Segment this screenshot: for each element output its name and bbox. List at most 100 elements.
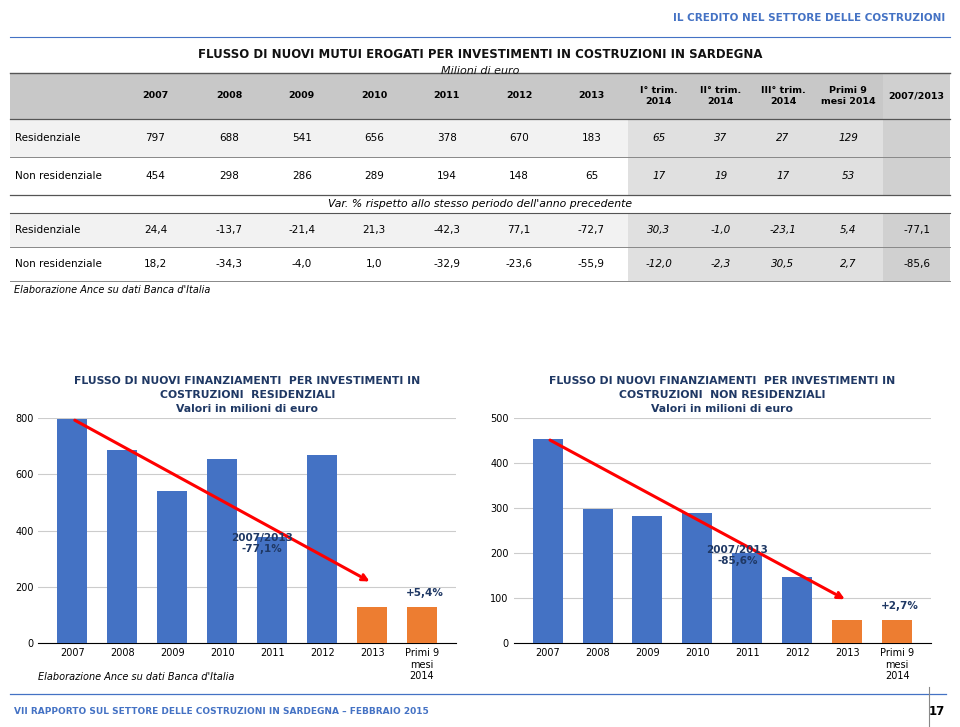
Text: Milioni di euro: Milioni di euro — [441, 65, 519, 76]
Text: -23,6: -23,6 — [506, 259, 533, 269]
Text: -1,0: -1,0 — [710, 225, 731, 235]
Text: -4,0: -4,0 — [292, 259, 312, 269]
Bar — [157, 491, 187, 643]
Bar — [257, 537, 287, 643]
Text: 2,7: 2,7 — [840, 259, 856, 269]
Title: FLUSSO DI NUOVI FINANZIAMENTI  PER INVESTIMENTI IN
COSTRUZIONI  NON RESIDENZIALI: FLUSSO DI NUOVI FINANZIAMENTI PER INVEST… — [549, 377, 896, 414]
Text: -12,0: -12,0 — [645, 259, 672, 269]
Text: 2007: 2007 — [142, 92, 169, 100]
Text: 541: 541 — [292, 133, 312, 142]
Text: I° trim.
2014: I° trim. 2014 — [640, 87, 678, 105]
Bar — [10, 246, 628, 281]
Bar — [628, 119, 882, 157]
Text: 5,4: 5,4 — [840, 225, 856, 235]
Bar — [58, 419, 87, 643]
Bar — [782, 577, 812, 643]
Text: 77,1: 77,1 — [508, 225, 531, 235]
Text: Var. % rispetto allo stesso periodo dell'anno precedente: Var. % rispetto allo stesso periodo dell… — [328, 199, 632, 209]
Text: VII RAPPORTO SUL SETTORE DELLE COSTRUZIONI IN SARDEGNA – FEBBRAIO 2015: VII RAPPORTO SUL SETTORE DELLE COSTRUZIO… — [14, 707, 429, 716]
Text: 2012: 2012 — [506, 92, 532, 100]
Text: 2009: 2009 — [289, 92, 315, 100]
Bar — [207, 459, 237, 643]
Text: 2007/2013
-85,6%: 2007/2013 -85,6% — [707, 545, 768, 566]
Text: -2,3: -2,3 — [710, 259, 731, 269]
Bar — [108, 449, 137, 643]
Bar — [882, 157, 950, 196]
Text: -85,6: -85,6 — [903, 259, 930, 269]
Text: II° trim.
2014: II° trim. 2014 — [700, 87, 741, 105]
Text: 21,3: 21,3 — [363, 225, 386, 235]
Text: +2,7%: +2,7% — [880, 601, 919, 611]
Bar — [10, 73, 628, 119]
Text: -13,7: -13,7 — [216, 225, 243, 235]
Bar — [628, 157, 882, 196]
Text: 688: 688 — [219, 133, 239, 142]
Text: 2011: 2011 — [433, 92, 460, 100]
Text: 797: 797 — [146, 133, 165, 142]
Bar — [882, 246, 950, 281]
Text: 656: 656 — [364, 133, 384, 142]
Text: 2008: 2008 — [216, 92, 243, 100]
Text: 289: 289 — [364, 171, 384, 181]
Bar — [832, 638, 862, 643]
Text: 148: 148 — [509, 171, 529, 181]
Text: 2007/2013: 2007/2013 — [889, 92, 945, 100]
Text: 1,0: 1,0 — [366, 259, 382, 269]
Bar — [633, 516, 662, 643]
Text: IL CREDITO NEL SETTORE DELLE COSTRUZIONI: IL CREDITO NEL SETTORE DELLE COSTRUZIONI — [673, 13, 946, 23]
Text: 2013: 2013 — [578, 92, 605, 100]
Bar — [357, 628, 387, 643]
Text: 378: 378 — [437, 133, 457, 142]
Text: Residenziale: Residenziale — [15, 225, 81, 235]
Text: 65: 65 — [652, 133, 665, 142]
Text: Non residenziale: Non residenziale — [15, 171, 102, 181]
Bar — [882, 213, 950, 246]
Text: Elaborazione Ance su dati Banca d'Italia: Elaborazione Ance su dati Banca d'Italia — [38, 672, 235, 683]
Text: 65: 65 — [585, 171, 598, 181]
Bar — [628, 246, 882, 281]
Text: 37: 37 — [714, 133, 728, 142]
Bar — [10, 157, 628, 196]
Text: 18,2: 18,2 — [144, 259, 167, 269]
Text: 53: 53 — [842, 171, 855, 181]
Text: FLUSSO DI NUOVI MUTUI EROGATI PER INVESTIMENTI IN COSTRUZIONI IN SARDEGNA: FLUSSO DI NUOVI MUTUI EROGATI PER INVEST… — [198, 48, 762, 61]
Bar — [832, 619, 862, 643]
Text: +5,4%: +5,4% — [405, 588, 444, 598]
Text: 27: 27 — [777, 133, 789, 142]
Title: FLUSSO DI NUOVI FINANZIAMENTI  PER INVESTIMENTI IN
COSTRUZIONI  RESIDENZIALI
Val: FLUSSO DI NUOVI FINANZIAMENTI PER INVEST… — [74, 377, 420, 414]
Bar — [357, 607, 387, 643]
Text: -42,3: -42,3 — [433, 225, 460, 235]
Text: 24,4: 24,4 — [144, 225, 167, 235]
Bar — [628, 73, 882, 119]
Text: -72,7: -72,7 — [578, 225, 605, 235]
Text: Residenziale: Residenziale — [15, 133, 81, 142]
Text: -23,1: -23,1 — [770, 225, 797, 235]
Text: 286: 286 — [292, 171, 312, 181]
Bar — [628, 213, 882, 246]
Text: III° trim.
2014: III° trim. 2014 — [760, 87, 805, 105]
Text: 670: 670 — [509, 133, 529, 142]
Bar — [407, 607, 437, 643]
Text: 17: 17 — [652, 171, 665, 181]
Text: 17: 17 — [928, 705, 945, 718]
Text: Non residenziale: Non residenziale — [15, 259, 102, 269]
Bar — [882, 119, 950, 157]
Bar — [307, 454, 337, 643]
Text: -21,4: -21,4 — [288, 225, 315, 235]
Text: -55,9: -55,9 — [578, 259, 605, 269]
Text: -34,3: -34,3 — [216, 259, 243, 269]
Bar — [683, 513, 712, 643]
Bar — [882, 619, 912, 643]
Text: -77,1: -77,1 — [903, 225, 930, 235]
Text: 454: 454 — [146, 171, 165, 181]
Text: Elaborazione Ance su dati Banca d'Italia: Elaborazione Ance su dati Banca d'Italia — [14, 285, 210, 295]
Text: 30,3: 30,3 — [647, 225, 670, 235]
Bar — [583, 509, 612, 643]
Text: 129: 129 — [838, 133, 858, 142]
Text: -32,9: -32,9 — [433, 259, 460, 269]
Text: 2007/2013
-77,1%: 2007/2013 -77,1% — [231, 533, 293, 554]
Text: 19: 19 — [714, 171, 728, 181]
Text: 2010: 2010 — [361, 92, 387, 100]
Text: 298: 298 — [219, 171, 239, 181]
Text: 30,5: 30,5 — [772, 259, 795, 269]
